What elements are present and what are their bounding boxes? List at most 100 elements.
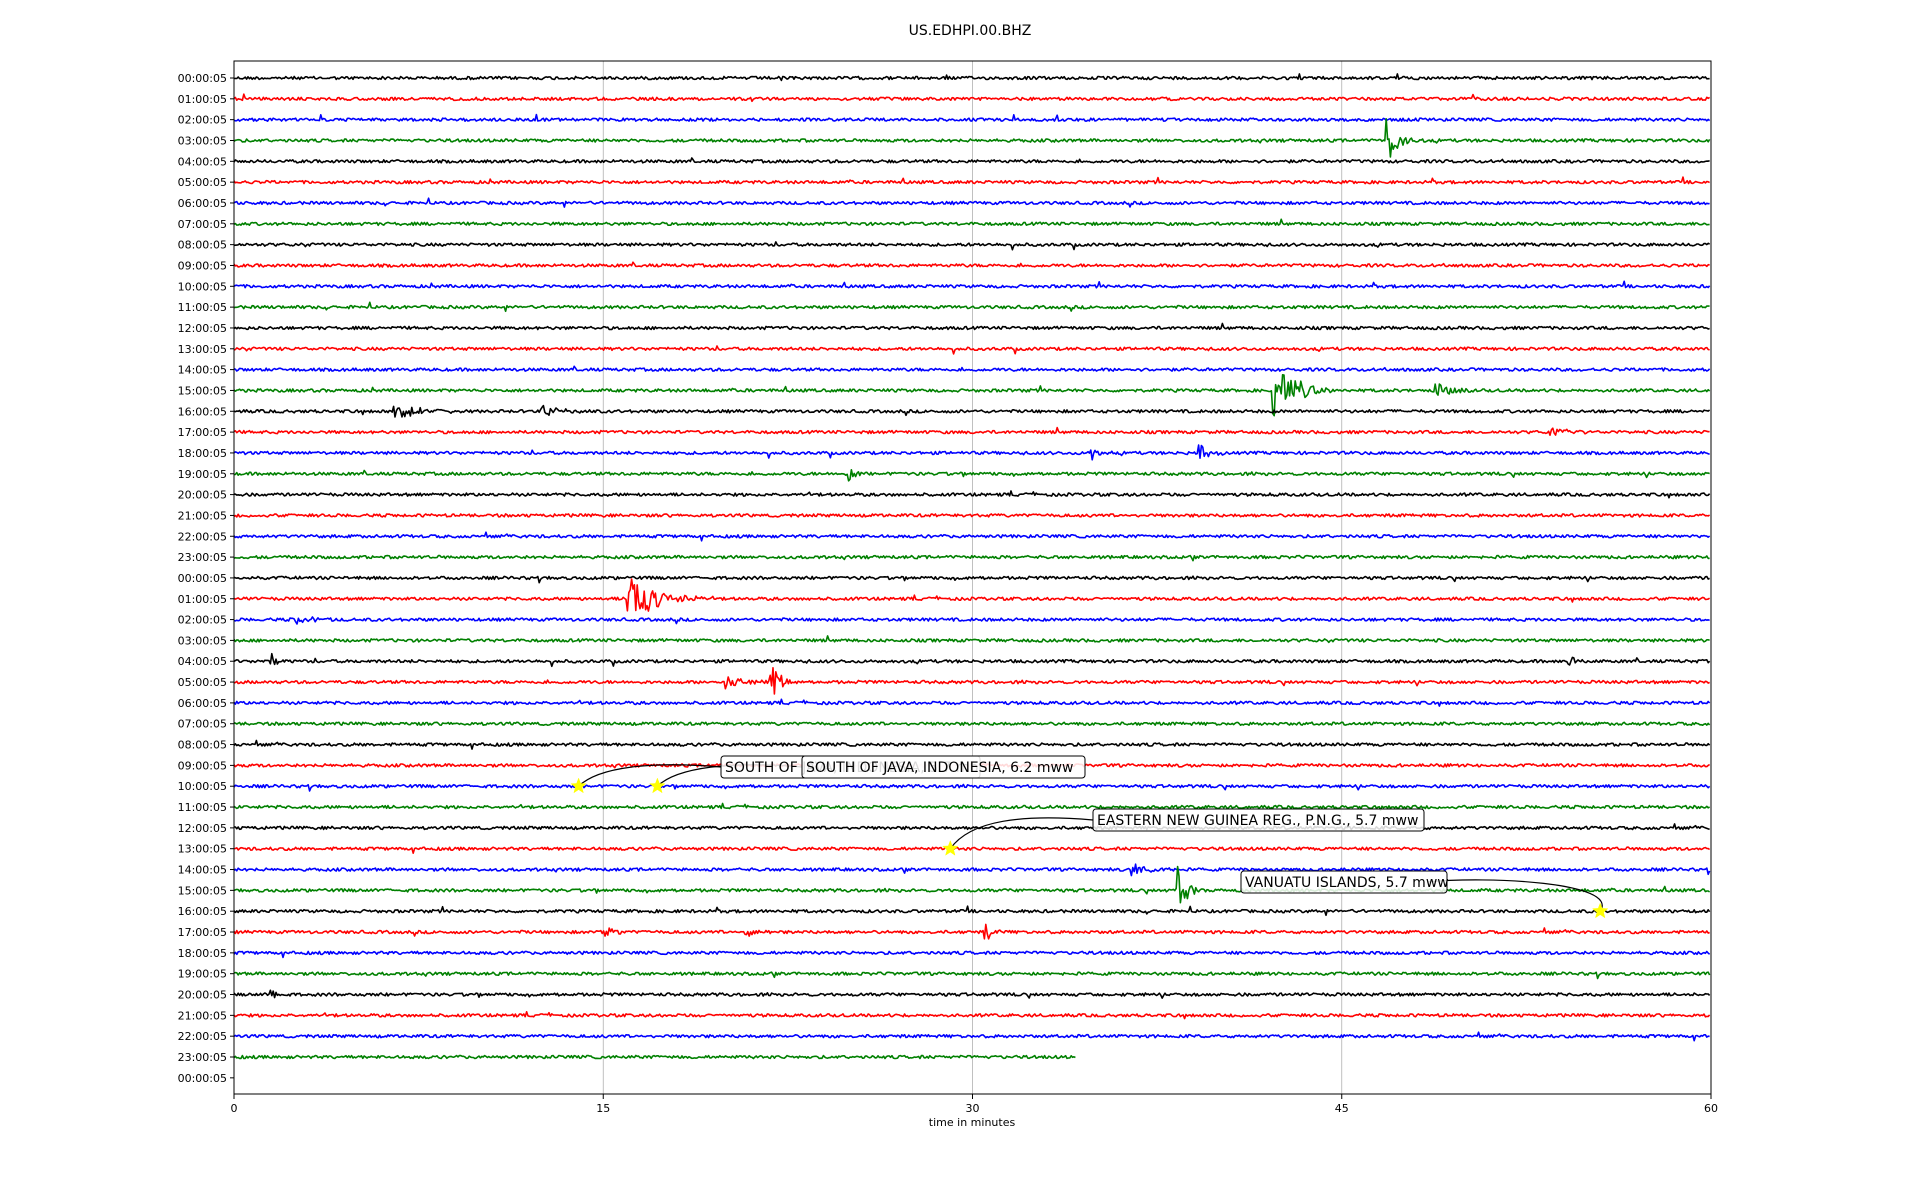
trace-row-20 <box>233 490 1711 499</box>
trace-row-31 <box>233 721 1711 726</box>
trace-row-17 <box>233 426 1710 436</box>
row-time-label: 14:00:05 <box>178 864 227 877</box>
row-time-label: 00:00:05 <box>178 1072 227 1085</box>
row-time-label: 20:00:05 <box>178 989 227 1002</box>
trace-row-13 <box>233 345 1710 355</box>
x-tick-label-60: 60 <box>1704 1102 1718 1115</box>
row-time-label: 00:00:05 <box>178 572 227 585</box>
row-time-label: 01:00:05 <box>178 93 227 106</box>
row-time-label: 01:00:05 <box>178 593 227 606</box>
event-label-box <box>801 755 1086 779</box>
trace-row-5 <box>233 176 1710 185</box>
trace-row-19 <box>233 469 1710 482</box>
event-star-marker <box>649 777 666 794</box>
trace-row-16 <box>233 404 1711 418</box>
row-time-label: 03:00:05 <box>178 134 227 147</box>
row-time-label: 10:00:05 <box>178 780 227 793</box>
x-tick-label-15: 15 <box>596 1102 610 1115</box>
row-time-label: 14:00:05 <box>178 364 227 377</box>
trace-row-4 <box>233 157 1710 164</box>
trace-row-46 <box>233 1031 1710 1042</box>
row-time-label: 15:00:05 <box>178 884 227 897</box>
trace-row-15 <box>233 374 1711 417</box>
row-time-label: 10:00:05 <box>178 280 227 293</box>
row-time-label: 08:00:05 <box>178 739 227 752</box>
trace-row-45 <box>233 1011 1711 1020</box>
trace-row-22 <box>233 531 1711 542</box>
row-time-label: 05:00:05 <box>178 676 227 689</box>
row-time-label: 11:00:05 <box>178 301 227 314</box>
row-time-label: 20:00:05 <box>178 489 227 502</box>
event-label: VANUATU ISLANDS, 5.7 mww <box>1245 875 1449 891</box>
trace-row-41 <box>233 923 1710 940</box>
x-tick-label-0: 0 <box>231 1102 238 1115</box>
row-time-label: 21:00:05 <box>178 1009 227 1022</box>
trace-row-37 <box>233 846 1711 854</box>
row-time-label: 22:00:05 <box>178 1030 227 1043</box>
row-time-label: 02:00:05 <box>178 114 227 127</box>
x-axis-label: time in minutes <box>929 1116 1016 1129</box>
trace-row-34 <box>233 783 1711 792</box>
row-time-label: 21:00:05 <box>178 509 227 522</box>
row-time-label: 07:00:05 <box>178 218 227 231</box>
row-time-label: 23:00:05 <box>178 551 227 564</box>
trace-row-9 <box>233 261 1710 268</box>
row-time-label: 04:00:05 <box>178 655 227 668</box>
row-time-label: 05:00:05 <box>178 176 227 189</box>
row-time-label: 15:00:05 <box>178 384 227 397</box>
chart-title: US.EDHPI.00.BHZ <box>909 23 1032 39</box>
trace-row-21 <box>233 513 1711 518</box>
event-connector <box>1426 879 1603 912</box>
trace-row-23 <box>233 554 1710 562</box>
row-time-label: 17:00:05 <box>178 926 227 939</box>
event-star-marker <box>570 777 587 794</box>
trace-row-0 <box>233 73 1710 82</box>
trace-row-25 <box>233 578 1711 612</box>
row-time-label: 13:00:05 <box>178 343 227 356</box>
trace-row-14 <box>233 365 1711 372</box>
trace-row-7 <box>233 218 1710 227</box>
event-label: EASTERN NEW GUINEA REG., P.N.G., 5.7 mww <box>1097 813 1418 829</box>
trace-row-24 <box>233 575 1710 584</box>
x-axis-ticks: 0 15 30 45 60 <box>231 1094 1718 1115</box>
row-time-label: 02:00:05 <box>178 614 227 627</box>
trace-row-38 <box>233 863 1711 877</box>
row-time-label: 19:00:05 <box>178 968 227 981</box>
event-connector <box>949 817 1094 850</box>
trace-row-12 <box>233 322 1710 331</box>
trace-row-43 <box>233 971 1711 980</box>
row-time-label: 07:00:05 <box>178 718 227 731</box>
trace-row-32 <box>233 739 1711 750</box>
row-time-label: 23:00:05 <box>178 1051 227 1064</box>
event-annotations: SOUTH OF JAVA, INDONESIA, 5.7 mbSOUTH OF… <box>570 755 1609 919</box>
trace-row-10 <box>233 280 1711 289</box>
x-tick-label-45: 45 <box>1335 1102 1349 1115</box>
row-time-label: 18:00:05 <box>178 947 227 960</box>
row-time-label: 04:00:05 <box>178 155 227 168</box>
row-time-label: 16:00:05 <box>178 405 227 418</box>
row-time-label: 13:00:05 <box>178 843 227 856</box>
event-connector <box>578 764 722 787</box>
x-tick-label-30: 30 <box>966 1102 980 1115</box>
trace-row-28 <box>233 652 1711 668</box>
row-time-label: 12:00:05 <box>178 322 227 335</box>
event-star-marker <box>1591 902 1609 919</box>
row-time-label: 12:00:05 <box>178 822 227 835</box>
event-label-box <box>1240 870 1448 894</box>
trace-row-2 <box>233 113 1711 122</box>
trace-row-8 <box>233 241 1711 251</box>
trace-row-6 <box>233 197 1710 208</box>
trace-row-3 <box>233 118 1711 158</box>
row-time-label: 09:00:05 <box>178 759 227 772</box>
trace-row-29 <box>233 667 1710 695</box>
row-time-label: 06:00:05 <box>178 697 227 710</box>
trace-row-47 <box>233 1054 1076 1060</box>
row-time-label: 08:00:05 <box>178 239 227 252</box>
row-time-label: 03:00:05 <box>178 634 227 647</box>
trace-row-18 <box>233 444 1710 461</box>
row-time-label: 22:00:05 <box>178 530 227 543</box>
seismogram-traces <box>233 73 1711 1060</box>
trace-row-42 <box>233 950 1711 959</box>
trace-row-26 <box>233 616 1710 625</box>
